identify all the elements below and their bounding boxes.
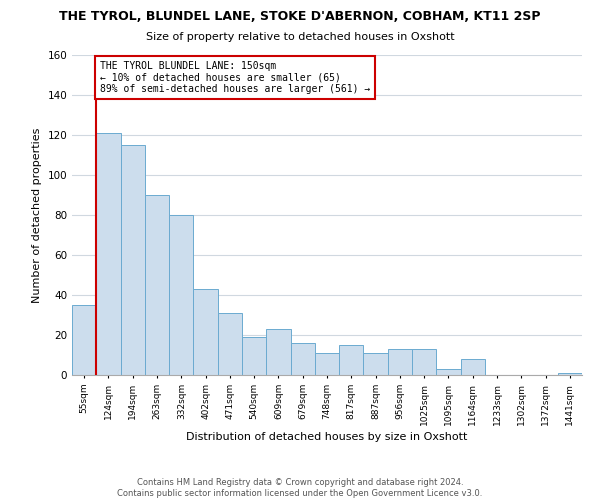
Text: Contains HM Land Registry data © Crown copyright and database right 2024.
Contai: Contains HM Land Registry data © Crown c… (118, 478, 482, 498)
Bar (436, 369, 461, 375)
Bar (242, 337, 266, 375)
Bar (218, 313, 242, 375)
Bar (266, 329, 290, 375)
Text: THE TYROL, BLUNDEL LANE, STOKE D'ABERNON, COBHAM, KT11 2SP: THE TYROL, BLUNDEL LANE, STOKE D'ABERNON… (59, 10, 541, 23)
Y-axis label: Number of detached properties: Number of detached properties (32, 128, 42, 302)
Bar (364, 353, 388, 375)
Bar (558, 373, 582, 375)
Bar (96, 133, 121, 375)
Bar (461, 359, 485, 375)
Bar (339, 345, 364, 375)
Text: Size of property relative to detached houses in Oxshott: Size of property relative to detached ho… (146, 32, 454, 42)
Bar (315, 353, 339, 375)
Bar (169, 215, 193, 375)
Bar (290, 343, 315, 375)
Bar (193, 289, 218, 375)
Bar (121, 145, 145, 375)
X-axis label: Distribution of detached houses by size in Oxshott: Distribution of detached houses by size … (187, 432, 467, 442)
Bar (72, 305, 96, 375)
Text: THE TYROL BLUNDEL LANE: 150sqm
← 10% of detached houses are smaller (65)
89% of : THE TYROL BLUNDEL LANE: 150sqm ← 10% of … (100, 61, 370, 94)
Bar (388, 349, 412, 375)
Bar (412, 349, 436, 375)
Bar (145, 195, 169, 375)
